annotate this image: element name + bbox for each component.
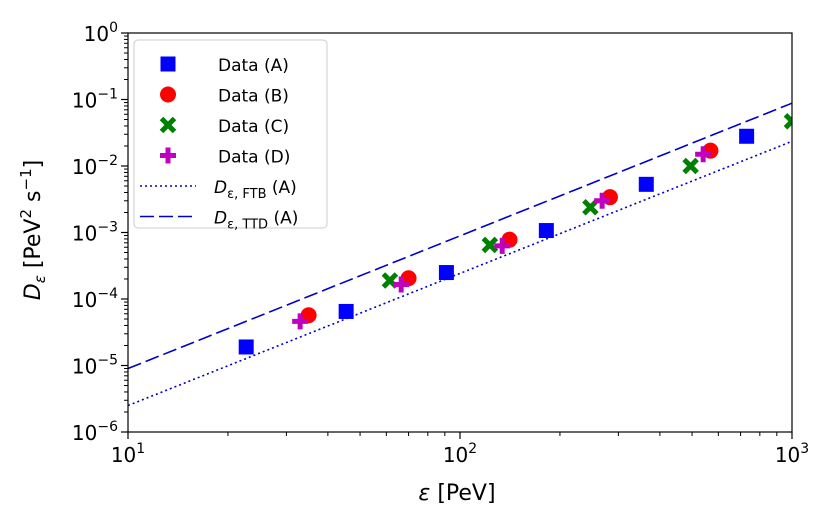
y-label-sup1: 2 — [17, 209, 35, 219]
y-tick-label: 10−5 — [72, 353, 118, 379]
y-axis-label: Dε [PeV2 s−1] — [17, 160, 49, 300]
series-a — [238, 128, 755, 355]
legend-marker-b — [160, 86, 176, 103]
data-point-c — [783, 113, 792, 130]
x-label-unit: [PeV] — [430, 481, 495, 506]
model-line-ftb — [128, 140, 792, 407]
data-point-a — [238, 339, 254, 355]
data-point-a — [739, 128, 755, 144]
x-axis-label: ε [PeV] — [418, 481, 495, 506]
legend-marker-c — [159, 116, 177, 134]
y-tick-label: 10−3 — [72, 220, 118, 246]
legend-label: Data (C) — [218, 117, 289, 137]
y-tick-label: 10−4 — [72, 286, 118, 312]
legend-marker-a — [160, 56, 176, 72]
major-ticks: 101 102 103 10−6 10−5 10−4 10−3 10−2 10−1 100 — [72, 20, 809, 467]
y-tick-label: 100 — [84, 20, 118, 46]
data-point-c — [481, 236, 499, 254]
x-tick-label: 103 — [775, 441, 809, 467]
legend-label: Data (A) — [218, 56, 289, 76]
y-tick-label: 10−1 — [72, 87, 118, 113]
model-line-ttd — [128, 102, 792, 370]
y-label-unit: [PeV — [21, 219, 46, 276]
minor-ticks — [124, 35, 778, 436]
y-axis-label-text: Dε [PeV2 s−1] — [17, 160, 49, 300]
legend-marker-d — [160, 147, 176, 164]
data-point-c — [682, 157, 699, 175]
y-tick-label: 10−6 — [72, 419, 118, 445]
legend-label: Data (B) — [218, 87, 289, 107]
data-point-d — [695, 146, 712, 163]
y-label-end: ] — [21, 160, 46, 169]
data-point-d — [292, 313, 309, 330]
legend-box — [133, 39, 328, 229]
y-label-main: D — [21, 283, 46, 300]
data-point-d — [393, 276, 410, 293]
plot-area: 101 102 103 10−6 10−5 10−4 10−3 10−2 10−1 100 — [72, 20, 809, 467]
x-tick-label: 101 — [111, 441, 145, 467]
series-d — [292, 146, 712, 330]
legend-label: Dε, FTB (A) — [214, 178, 297, 202]
data-point-d — [494, 237, 511, 254]
legend-label: Dε, TTD (A) — [214, 209, 298, 233]
data-point-a — [638, 176, 654, 192]
legend-label: Data (D) — [218, 148, 290, 168]
data-point-a — [438, 265, 454, 281]
data-point-a — [338, 303, 354, 319]
legend: Data (A) Data (B) Data (C) Data (D) Dε, FTB … — [133, 39, 328, 233]
y-label-sub: ε — [31, 275, 49, 283]
x-tick-label: 102 — [443, 441, 477, 467]
data-point-d — [594, 192, 611, 209]
data-point-a — [538, 223, 554, 239]
x-label-main: ε — [418, 481, 430, 506]
y-label-sup2: −1 — [17, 168, 35, 190]
y-label-mid: s — [21, 190, 46, 208]
y-tick-label: 10−2 — [72, 153, 118, 179]
